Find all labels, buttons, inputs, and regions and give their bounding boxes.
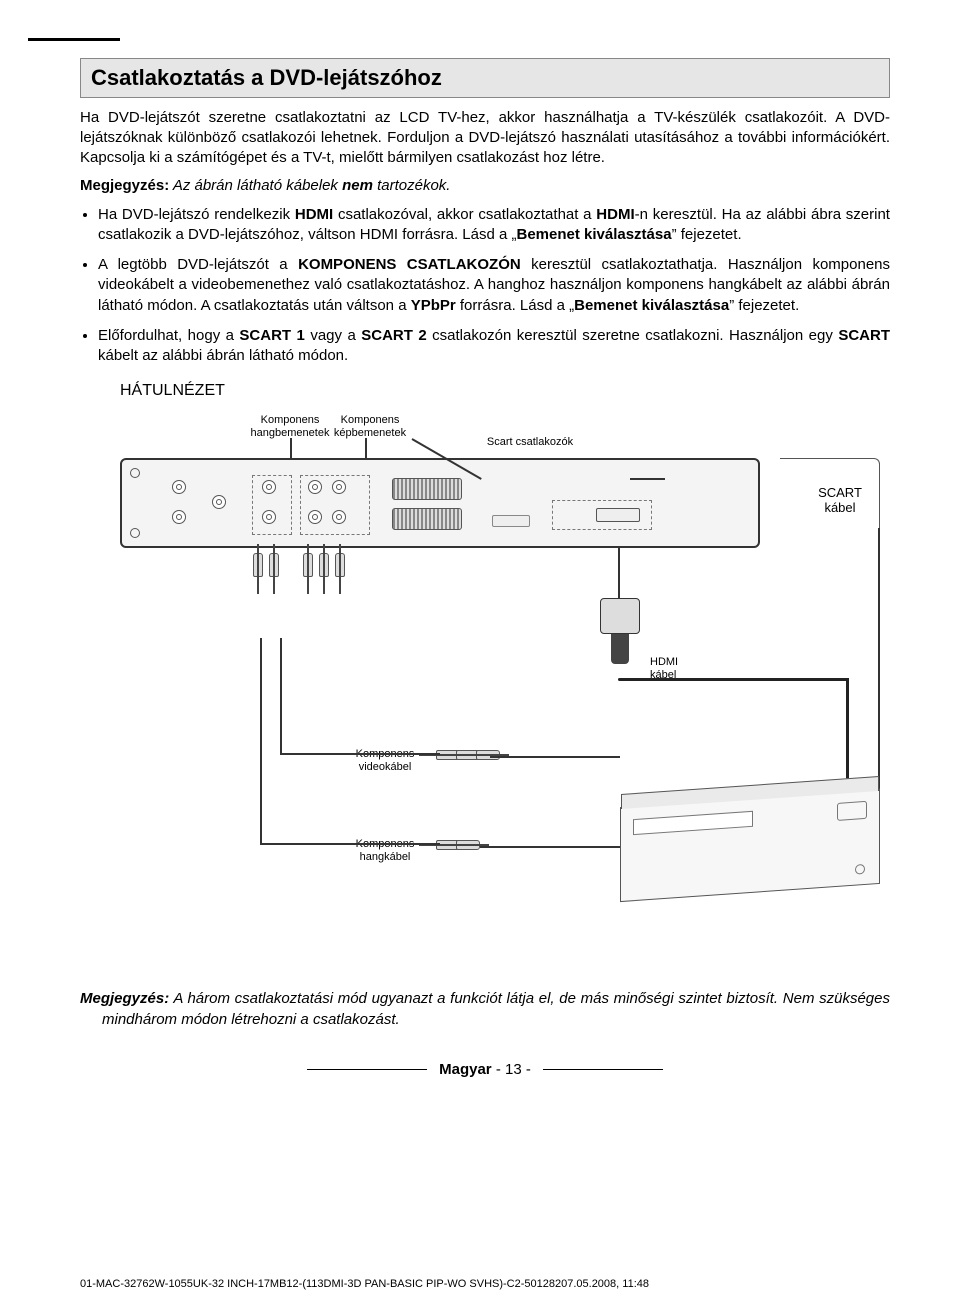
page-footer-center: Magyar - 13 -: [80, 1060, 890, 1080]
hdmi-connector: [590, 598, 650, 668]
tv-back-panel: [120, 458, 760, 548]
section-title: Csatlakoztatás a DVD-lejátszóhoz: [91, 65, 442, 90]
footer-lang: Magyar: [439, 1061, 492, 1078]
label-comp-audio-cable: Komponens hangkábel: [350, 838, 420, 862]
label-comp-audio-in: Komponens hangbemenetek: [250, 414, 330, 438]
label-comp-video-cable: Komponens videokábel: [350, 748, 420, 772]
note-label: Megjegyzés:: [80, 177, 169, 194]
bullet-component: A legtöbb DVD-lejátszót a KOMPONENS CSAT…: [98, 255, 890, 316]
bottom-note-text: A három csatlakoztatási mód ugyanazt a f…: [102, 990, 890, 1027]
bullet-hdmi: Ha DVD-lejátszó rendelkezik HDMI csatlak…: [98, 205, 890, 246]
page-corner-rule: [28, 38, 120, 41]
plug-group-top: [250, 553, 348, 583]
note-text-a: Az ábrán látható kábelek: [169, 177, 342, 194]
plug-group-audio: [440, 833, 476, 863]
bottom-note: Megjegyzés: A három csatlakoztatási mód …: [80, 989, 890, 1030]
intro-paragraph: Ha DVD-lejátszót szeretne csatlakoztatni…: [80, 108, 890, 169]
bullet-scart: Előfordulhat, hogy a SCART 1 vagy a SCAR…: [98, 326, 890, 367]
label-rear-view: HÁTULNÉZET: [120, 382, 225, 400]
print-footer: 01-MAC-32762W-1055UK-32 INCH-17MB12-(113…: [80, 1277, 890, 1292]
note-cables: Megjegyzés: Az ábrán látható kábelek nem…: [80, 176, 890, 196]
note-bold-nem: nem: [342, 177, 373, 194]
note-text-b: tartozékok.: [373, 177, 451, 194]
connection-diagram: HÁTULNÉZET Komponens hangbemenetek Kompo…: [80, 378, 890, 973]
dvd-player-device: [620, 789, 880, 902]
print-footer-left: 01-MAC-32762W-1055UK-32 INCH-17MB12-(113…: [80, 1277, 649, 1292]
label-scart-conns: Scart csatlakozók: [485, 436, 575, 448]
plug-group-video: [440, 743, 496, 773]
label-comp-video-in: Komponens képbemenetek: [330, 414, 410, 438]
bottom-note-label: Megjegyzés:: [80, 990, 169, 1007]
bullet-list: Ha DVD-lejátszó rendelkezik HDMI csatlak…: [98, 205, 890, 367]
footer-page: 13: [505, 1061, 522, 1078]
section-title-band: Csatlakoztatás a DVD-lejátszóhoz: [80, 58, 890, 98]
footer-sep: -: [492, 1061, 505, 1078]
label-hdmi-cable: HDMI kábel: [650, 656, 700, 680]
